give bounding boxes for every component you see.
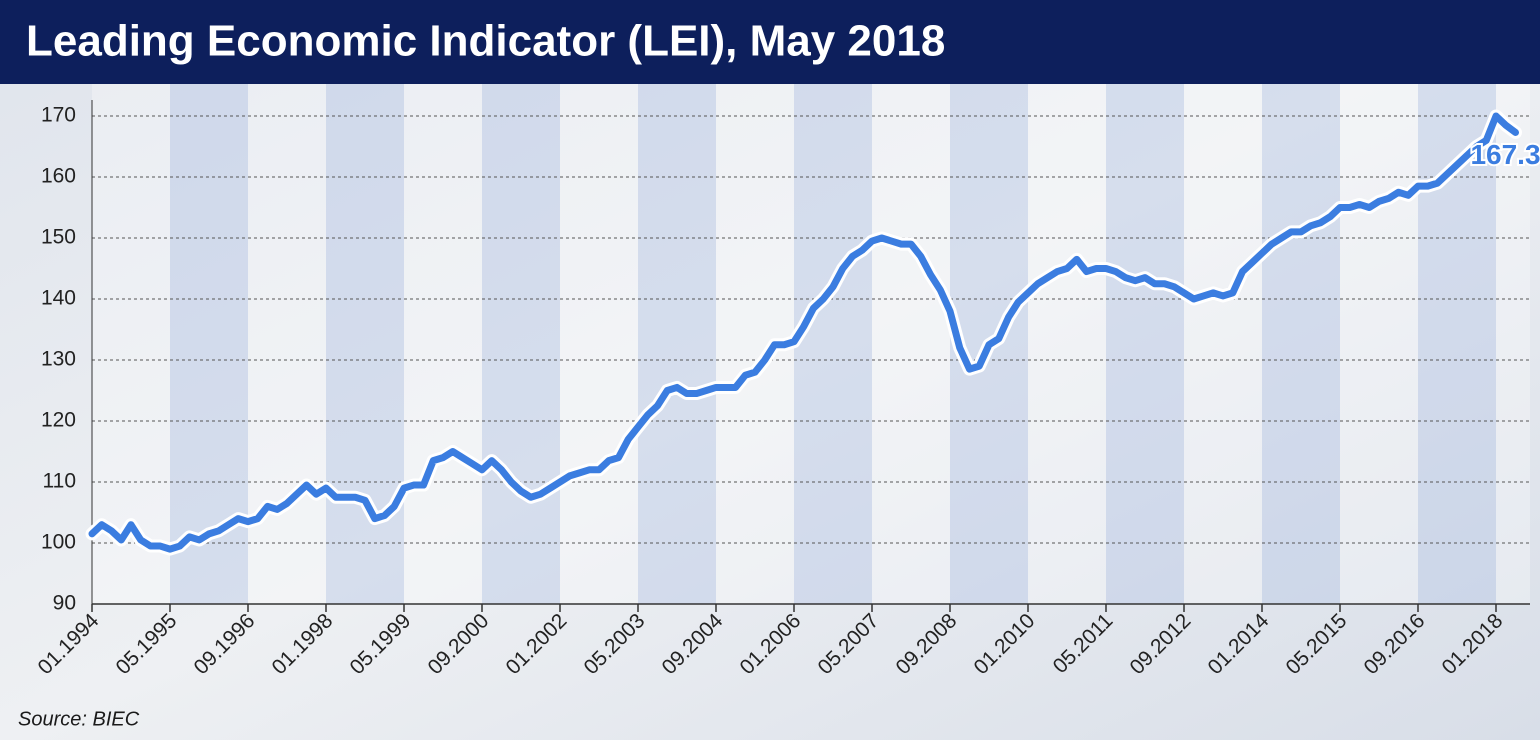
y-tick-label: 150 (41, 226, 76, 249)
y-tick-label: 110 (43, 470, 76, 493)
y-tick-label: 100 (41, 531, 76, 554)
chart-title: Leading Economic Indicator (LEI), May 20… (26, 17, 945, 66)
y-tick-label: 130 (41, 348, 76, 371)
band (1262, 84, 1340, 604)
band (1340, 84, 1418, 604)
band (92, 84, 170, 604)
line (88, 112, 1519, 553)
y-tick-label: 120 (41, 409, 76, 432)
y-tick-label: 90 (53, 592, 76, 615)
band (482, 84, 560, 604)
band (248, 84, 326, 604)
y-tick-label: 170 (41, 104, 76, 127)
band (872, 84, 950, 604)
band (1028, 84, 1106, 604)
band (1106, 84, 1184, 604)
data-label: 167.3 (1470, 139, 1540, 170)
y-tick-label: 140 (41, 287, 76, 310)
source: Source: BIEC (18, 708, 140, 730)
band (404, 84, 482, 604)
band (1496, 84, 1530, 604)
band (794, 84, 872, 604)
bands (92, 84, 1530, 604)
band (560, 84, 638, 604)
band (1184, 84, 1262, 604)
band (326, 84, 404, 604)
header-bar (0, 0, 1540, 84)
y-tick-label: 160 (41, 165, 76, 188)
band (638, 84, 716, 604)
